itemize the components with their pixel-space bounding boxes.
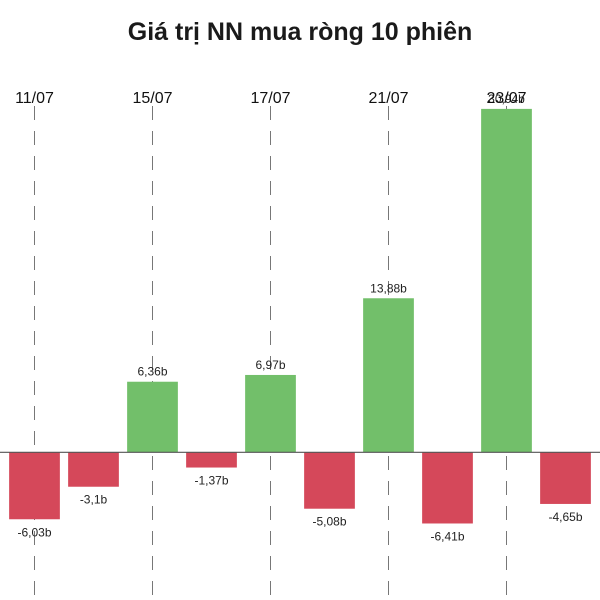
bar-23-07 <box>481 108 532 453</box>
bar-17-07 <box>245 374 296 453</box>
x-tick-label: 21/07 <box>368 90 408 107</box>
bar-12-07 <box>68 452 119 487</box>
value-label: 13,88b <box>370 281 407 295</box>
gridlines <box>34 106 507 600</box>
value-label: -6,03b <box>17 525 51 539</box>
bar-16-07 <box>186 452 237 468</box>
bars <box>0 108 600 524</box>
bar-24-07 <box>540 452 591 504</box>
value-label: -5,08b <box>312 515 346 529</box>
bar-18-07 <box>304 452 355 509</box>
value-label: 6,36b <box>137 365 167 379</box>
x-tick-label: 17/07 <box>250 90 290 107</box>
bar-11-07 <box>9 452 60 520</box>
bar-15-07 <box>127 381 178 453</box>
x-tick-label: 11/07 <box>15 90 54 107</box>
x-tick-label: 23/07 <box>486 90 526 107</box>
x-tick-label: 15/07 <box>132 90 172 107</box>
value-labels: -6,03b -3,1b 6,36b -1,37b 6,97b -5,08b 13,88b -… <box>17 92 582 544</box>
value-label: 30,94b <box>488 92 525 106</box>
x-tick-labels: 11/07 15/07 17/07 21/07 23/07 <box>15 90 527 107</box>
value-label: -1,37b <box>194 474 228 488</box>
value-label: 6,97b <box>255 358 285 372</box>
bar-21-07 <box>363 298 414 453</box>
value-label: -4,65b <box>548 510 582 524</box>
chart-title: Giá trị NN mua ròng 10 phiên <box>127 18 473 46</box>
bar-22-07 <box>422 452 473 524</box>
value-label: -6,41b <box>430 529 464 543</box>
value-label: -3,1b <box>80 493 108 507</box>
